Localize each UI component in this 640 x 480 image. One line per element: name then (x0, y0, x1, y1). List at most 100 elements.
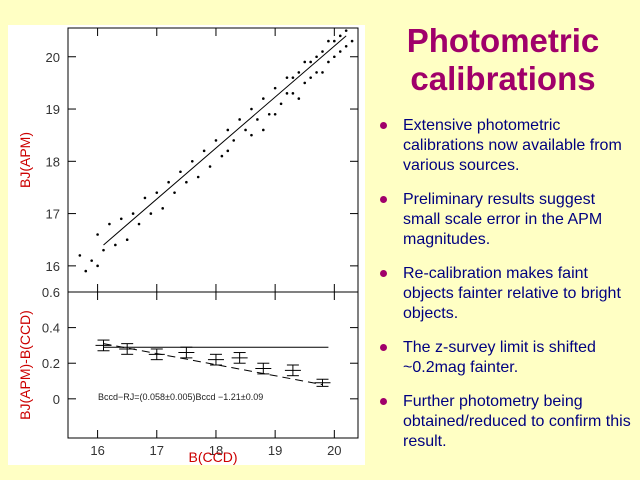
point (321, 50, 324, 53)
point (291, 92, 295, 95)
y-axis-label: BJ(APM)-B(CCD) (17, 310, 33, 420)
text-column: Photometric calibrations Extensive photo… (372, 22, 634, 466)
bullet-text: Preliminary results suggest small scale … (403, 191, 603, 248)
annotation: Bccd−RJ=(0.058±0.005)Bccd −1.21±0.09 (98, 392, 263, 402)
y-axis-label: BJ(APM) (17, 132, 33, 188)
point (125, 238, 129, 242)
point (321, 71, 324, 74)
point (338, 34, 342, 38)
point (273, 112, 277, 116)
point (309, 60, 312, 64)
x-tick-label: 19 (268, 443, 282, 458)
point (250, 133, 253, 137)
fit-line (103, 35, 347, 246)
bullet: Extensive photometric calibrations now a… (372, 116, 634, 176)
point (167, 180, 170, 184)
point (149, 212, 153, 215)
point (102, 248, 105, 252)
point (137, 222, 141, 226)
point (108, 222, 111, 226)
point (173, 191, 176, 194)
bullet-dot (380, 344, 387, 351)
point (291, 76, 295, 79)
chart-panel: 16 17 18 19 20 BJ(APM) 0 0.2 0.4 0.6 16 17 18 19 20 BJ(… (8, 25, 365, 465)
point (131, 212, 135, 215)
bullet-dot (380, 122, 387, 129)
bullet-dot (380, 270, 387, 277)
point (84, 269, 88, 273)
point (344, 44, 348, 48)
y-tick-label: 0 (53, 392, 60, 407)
point (226, 149, 230, 153)
point (226, 128, 230, 132)
point (262, 128, 265, 132)
point (155, 191, 159, 194)
y-tick-label: 16 (46, 259, 60, 274)
point (273, 86, 277, 90)
bullet: Preliminary results suggest small scale … (372, 190, 634, 250)
bullet-list: Extensive photometric calibrations now a… (372, 116, 634, 452)
point (350, 39, 354, 43)
x-tick-label: 20 (327, 443, 341, 458)
point (333, 55, 336, 59)
point (297, 71, 301, 74)
point (250, 107, 253, 111)
y-tick-label: 18 (46, 154, 60, 169)
point (114, 243, 117, 247)
point (344, 29, 348, 32)
point (90, 259, 93, 262)
bullet-text: Further photometry being obtained/reduce… (403, 393, 631, 450)
x-axis-label: B(CCD) (189, 449, 238, 465)
point (161, 207, 164, 210)
point (327, 60, 330, 64)
y-tick-label: 19 (46, 102, 60, 117)
point (303, 81, 307, 85)
bullet: Re-calibration makes faint objects faint… (372, 264, 634, 324)
point (232, 139, 236, 142)
point (338, 50, 342, 53)
point (285, 92, 289, 95)
bullet-dot (380, 196, 387, 203)
bullet: Further photometry being obtained/reduce… (372, 392, 634, 452)
point (214, 139, 218, 142)
point (238, 118, 241, 121)
point (220, 154, 224, 158)
y-tick-label: 20 (46, 50, 60, 65)
point (315, 71, 318, 74)
point (256, 118, 259, 121)
point (143, 196, 147, 200)
point (297, 97, 301, 100)
bullet-dot (380, 398, 387, 405)
point (279, 102, 283, 106)
point (309, 76, 312, 79)
point (327, 39, 330, 43)
y-tick-label: 0.2 (42, 356, 60, 371)
point (96, 264, 99, 268)
point (202, 149, 206, 153)
point (196, 175, 200, 179)
bullet-text: Re-calibration makes faint objects faint… (403, 265, 621, 322)
point (303, 60, 307, 64)
point (185, 180, 188, 184)
point (208, 165, 212, 168)
point (96, 233, 99, 236)
point (262, 97, 265, 100)
y-tick-label: 0.4 (42, 321, 60, 336)
point (333, 39, 336, 43)
x-tick-label: 16 (90, 443, 104, 458)
slide-title: Photometric calibrations (406, 22, 600, 97)
plot-frame (67, 291, 359, 439)
point (285, 76, 289, 79)
y-tick-label: 0.6 (42, 285, 60, 300)
x-tick-label: 17 (150, 443, 164, 458)
point (244, 128, 247, 132)
x-tick-label: 18 (209, 443, 223, 458)
point (179, 170, 182, 174)
point (267, 112, 271, 116)
point (315, 55, 318, 59)
bullet-text: The z-survey limit is shifted ~0.2mag fa… (403, 339, 596, 376)
point (78, 254, 82, 257)
bullet-text: Extensive photometric calibrations now a… (403, 117, 622, 174)
point (119, 217, 123, 221)
